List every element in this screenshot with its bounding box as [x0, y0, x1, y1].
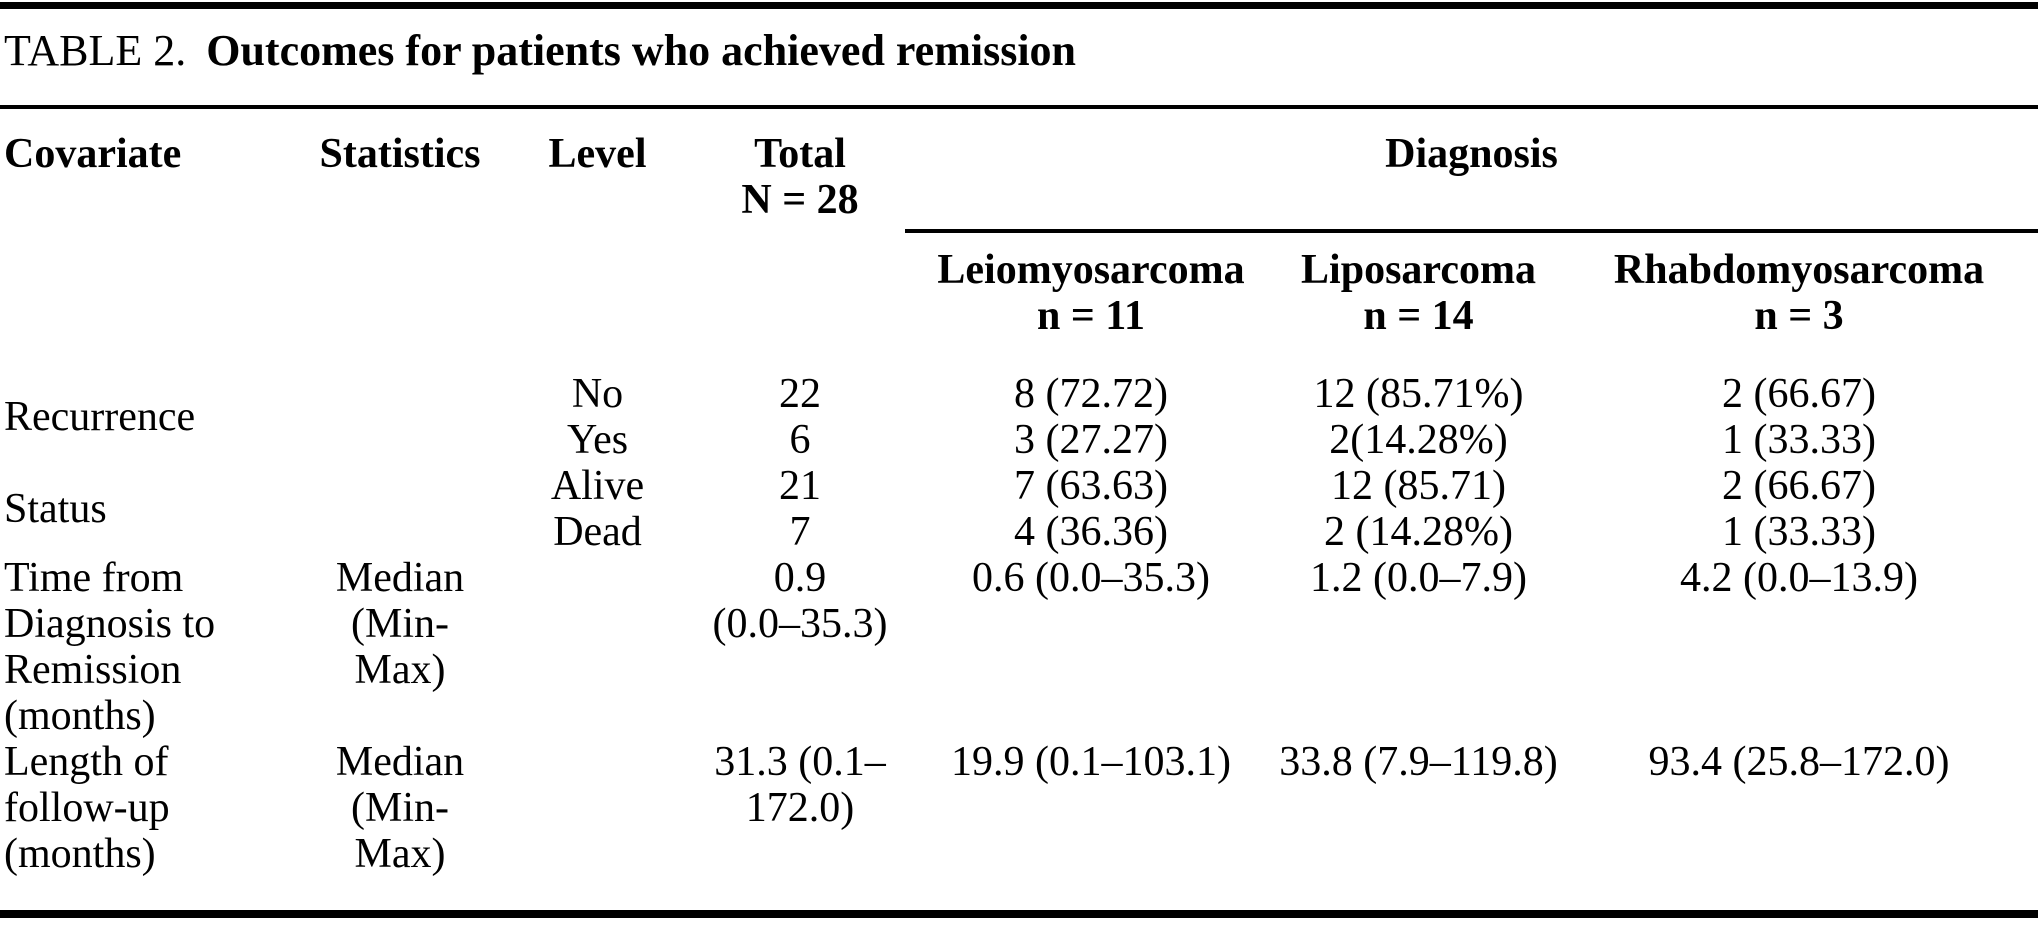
cell-status-alive-total: 21 [779, 463, 821, 509]
cell-status-alive-rhabdomyosarcoma: 2 (66.67) [1722, 463, 1876, 509]
covariate-status: Status [4, 486, 107, 532]
covariate-follow-up: Length of follow-up (months) [4, 739, 170, 877]
outcomes-table: Covariate Statistics Level Total N = 28 … [0, 109, 2038, 910]
cell-status-alive-leiomyosarcoma: 7 (63.63) [1014, 463, 1168, 509]
table-body: Recurrence No 22 8 (72.72) 12 (85.71%) 2… [0, 371, 2038, 910]
header-spacer [0, 231, 300, 371]
cell-follow-up-total: 31.3 (0.1– 172.0) [714, 739, 886, 831]
cell-recurrence-yes-rhabdomyosarcoma: 1 (33.33) [1722, 417, 1876, 463]
cell-recurrence-no-level: No [571, 371, 624, 417]
statistics-time-to-remission: Median (Min- Max) [335, 555, 465, 693]
statistics-recurrence [300, 371, 500, 463]
cell-status-dead-rhabdomyosarcoma: 1 (33.33) [1722, 509, 1876, 555]
covariate-recurrence: Recurrence [4, 394, 196, 440]
column-header-rhabdomyosarcoma: Rhabdomyosarcoma n = 3 [1613, 247, 1985, 339]
cell-recurrence-no-liposarcoma: 12 (85.71%) [1313, 371, 1524, 417]
cell-follow-up-level [500, 739, 695, 910]
cell-status-dead-level: Dead [553, 509, 642, 555]
table-row-recurrence-no: Recurrence No 22 8 (72.72) 12 (85.71%) 2… [0, 371, 2038, 440]
table-row-time-to-remission: Time from Diagnosis to Remission (months… [0, 555, 2038, 739]
table-title-text: Outcomes for patients who achieved remis… [206, 26, 1077, 75]
cell-recurrence-yes-liposarcoma: 2(14.28%) [1329, 417, 1508, 463]
header-spacer [300, 231, 500, 371]
table-header: Covariate Statistics Level Total N = 28 … [0, 109, 2038, 371]
outcomes-table-container: Covariate Statistics Level Total N = 28 … [0, 105, 2038, 918]
header-spacer [500, 231, 695, 371]
cell-status-dead-liposarcoma: 2 (14.28%) [1324, 509, 1513, 555]
cell-time-to-remission-total: 0.9 (0.0–35.3) [712, 555, 888, 647]
cell-status-dead-leiomyosarcoma: 4 (36.36) [1014, 509, 1168, 555]
cell-time-to-remission-leiomyosarcoma: 0.6 (0.0–35.3) [972, 555, 1210, 601]
column-group-header-diagnosis: Diagnosis [905, 109, 2038, 233]
cell-follow-up-rhabdomyosarcoma: 93.4 (25.8–172.0) [1648, 739, 1950, 785]
cell-follow-up-liposarcoma: 33.8 (7.9–119.8) [1279, 739, 1558, 785]
table-number-label: TABLE 2. [4, 26, 187, 75]
header-row-diagnosis-groups: Leiomyosarcoma n = 11 Liposarcoma n = 14… [0, 231, 2038, 371]
cell-recurrence-no-rhabdomyosarcoma: 2 (66.67) [1722, 371, 1876, 417]
top-rule [0, 2, 2038, 9]
table-title: TABLE 2. Outcomes for patients who achiev… [4, 26, 2034, 76]
cell-time-to-remission-rhabdomyosarcoma: 4.2 (0.0–13.9) [1680, 555, 1918, 601]
cell-time-to-remission-level [500, 555, 695, 739]
cell-status-dead-total: 7 [789, 509, 811, 555]
column-header-total: Total N = 28 [741, 131, 859, 223]
cell-status-alive-liposarcoma: 12 (85.71) [1331, 463, 1506, 509]
column-header-liposarcoma: Liposarcoma n = 14 [1301, 247, 1536, 339]
table-row-status-dead: Dead 7 4 (36.36) 2 (14.28%) 1 (33.33) [0, 509, 2038, 555]
cell-recurrence-yes-leiomyosarcoma: 3 (27.27) [1014, 417, 1168, 463]
header-row-main: Covariate Statistics Level Total N = 28 … [0, 109, 2038, 233]
table-row-status-alive: Status Alive 21 7 (63.63) 12 (85.71) 2 (… [0, 463, 2038, 532]
cell-recurrence-no-leiomyosarcoma: 8 (72.72) [1014, 371, 1168, 417]
header-spacer [695, 231, 905, 371]
column-header-leiomyosarcoma: Leiomyosarcoma n = 11 [937, 247, 1245, 339]
cell-recurrence-no-total: 22 [779, 371, 821, 417]
statistics-status [300, 463, 500, 555]
cell-recurrence-yes-total: 6 [789, 417, 811, 463]
column-header-covariate: Covariate [4, 131, 182, 177]
column-header-level: Level [548, 131, 647, 177]
cell-status-alive-level: Alive [550, 463, 645, 509]
covariate-time-to-remission: Time from Diagnosis to Remission (months… [4, 555, 216, 739]
table-row-recurrence-yes: Yes 6 3 (27.27) 2(14.28%) 1 (33.33) [0, 417, 2038, 463]
cell-follow-up-leiomyosarcoma: 19.9 (0.1–103.1) [951, 739, 1231, 785]
column-header-statistics: Statistics [319, 131, 481, 177]
cell-time-to-remission-liposarcoma: 1.2 (0.0–7.9) [1310, 555, 1527, 601]
cell-recurrence-yes-level: Yes [566, 417, 629, 463]
table-row-follow-up: Length of follow-up (months) Median (Min… [0, 739, 2038, 910]
statistics-follow-up: Median (Min- Max) [335, 739, 465, 877]
